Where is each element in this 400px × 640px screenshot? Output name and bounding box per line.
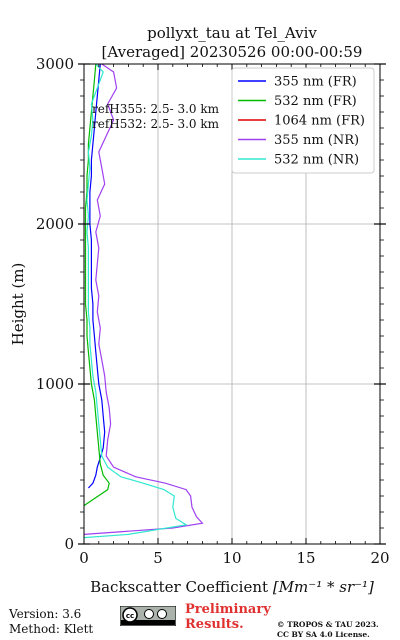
y-axis-label: Height (m) bbox=[9, 263, 27, 346]
preliminary-results-notice: Preliminary Results. bbox=[185, 602, 271, 632]
x-tick-label: 15 bbox=[296, 549, 315, 567]
cc-by-sa-license-badge: cc bbox=[120, 606, 176, 626]
copyright-line-2: CC BY SA 4.0 License. bbox=[277, 630, 370, 639]
x-axis-label-unit: [Mm⁻¹ * sr⁻¹] bbox=[273, 578, 374, 596]
reference-height-355: refH355: 2.5- 3.0 km bbox=[92, 102, 220, 116]
svg-text:cc: cc bbox=[126, 612, 134, 620]
legend-label-0: 355 nm (FR) bbox=[274, 75, 357, 90]
copyright-line-1: © TROPOS & TAU 2023. bbox=[277, 620, 379, 629]
legend-label-1: 532 nm (FR) bbox=[274, 94, 357, 109]
backscatter-profile-chart: pollyxt_tau at Tel_Aviv [Averaged] 20230… bbox=[9, 24, 390, 596]
legend-box bbox=[231, 67, 375, 174]
x-tick-label: 20 bbox=[370, 549, 389, 567]
y-tick-label: 2000 bbox=[36, 215, 74, 233]
x-axis-label: Backscatter Coefficient [Mm⁻¹ * sr⁻¹] bbox=[90, 578, 374, 596]
series-line-3 bbox=[83, 63, 204, 535]
reference-height-532: refH532: 2.5- 3.0 km bbox=[92, 117, 220, 131]
y-tick-label: 0 bbox=[64, 535, 74, 553]
series-line-1 bbox=[83, 63, 110, 507]
y-tick-label: 1000 bbox=[36, 375, 74, 393]
chart-subtitle: [Averaged] 20230526 00:00-00:59 bbox=[102, 43, 363, 61]
legend-label-4: 532 nm (NR) bbox=[274, 153, 359, 168]
series-line-4 bbox=[83, 63, 188, 539]
preliminary-line-1: Preliminary bbox=[185, 602, 271, 617]
legend-label-3: 355 nm (NR) bbox=[274, 133, 359, 148]
version-label: Version: 3.6 bbox=[9, 607, 82, 621]
x-tick-label: 5 bbox=[153, 549, 163, 567]
x-tick-label: 0 bbox=[79, 549, 89, 567]
copyright-notice: © TROPOS & TAU 2023. CC BY SA 4.0 Licens… bbox=[277, 620, 379, 640]
method-label: Method: Klett bbox=[9, 622, 94, 636]
legend: 355 nm (FR) 532 nm (FR) 1064 nm (FR) 355 nm… bbox=[231, 67, 375, 174]
axis-ticks: 0 5 10 15 20 0 1000 2000 3000 bbox=[36, 55, 390, 567]
legend-label-2: 1064 nm (FR) bbox=[274, 114, 365, 129]
preliminary-line-2: Results. bbox=[185, 617, 244, 632]
series-lines bbox=[83, 63, 204, 539]
y-tick-label: 3000 bbox=[36, 55, 74, 73]
x-axis-label-text: Backscatter Coefficient bbox=[90, 578, 268, 596]
series-line-0 bbox=[87, 63, 106, 489]
x-tick-label: 10 bbox=[222, 549, 241, 567]
chart-title: pollyxt_tau at Tel_Aviv bbox=[147, 24, 317, 42]
